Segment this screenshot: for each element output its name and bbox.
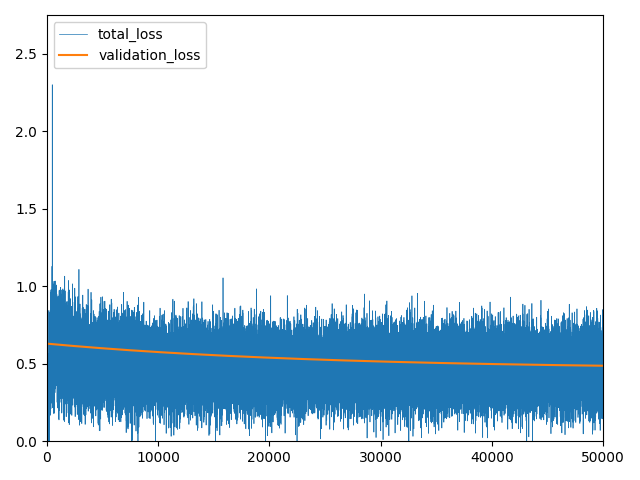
validation_loss [456,360,463,366]
total_loss [599,335,607,341]
Legend: total_loss, validation_loss: total_loss, validation_loss [54,22,206,68]
total_loss [49,82,56,88]
total_loss [345,369,353,374]
total_loss [378,384,386,390]
total_loss [43,128,51,133]
validation_loss [378,359,386,364]
validation_loss [599,363,607,369]
validation_loss [256,354,264,360]
total_loss [456,360,463,366]
total_loss [256,384,264,389]
total_loss [81,344,88,350]
validation_loss [177,350,184,356]
validation_loss [43,341,51,347]
validation_loss [345,358,353,363]
Line: validation_loss: validation_loss [47,344,603,366]
total_loss [177,356,184,362]
Line: total_loss: total_loss [47,85,603,441]
validation_loss [81,344,88,350]
total_loss [44,438,51,444]
